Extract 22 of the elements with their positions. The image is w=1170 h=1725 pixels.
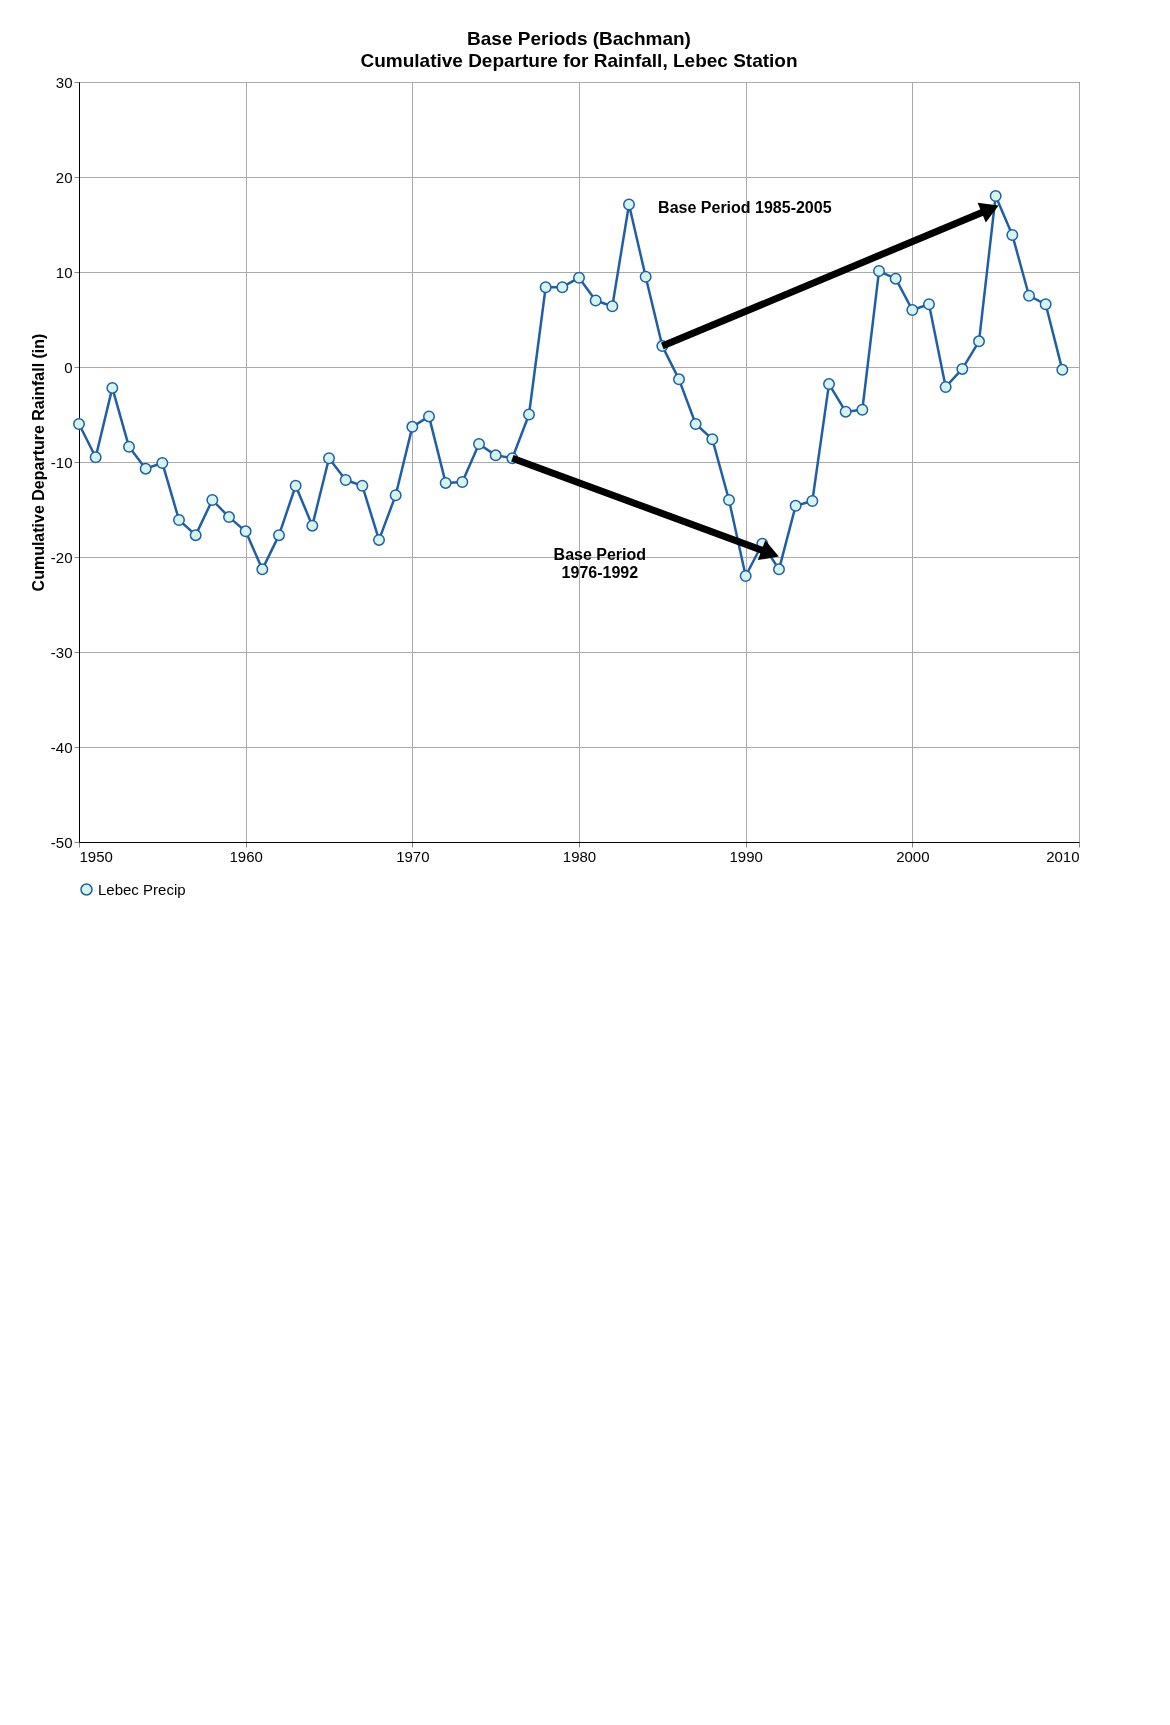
- y-tick-label: 20: [55, 168, 73, 186]
- y-tick-label: 0: [64, 358, 73, 376]
- y-tick-label: -20: [50, 548, 73, 566]
- y-tick-label: 10: [55, 263, 73, 281]
- x-tick-label: 2010: [1046, 847, 1080, 865]
- y-tick-label: -40: [50, 738, 73, 756]
- x-tick-label: 1990: [729, 847, 763, 865]
- y-tick-label: -50: [50, 833, 73, 851]
- y-axis-title: Cumulative Departure Rainfall (in): [29, 333, 47, 592]
- y-tick-label: -10: [50, 453, 73, 471]
- annotation: Base Period 1985-2005: [658, 199, 832, 217]
- y-tick-label: -30: [50, 643, 73, 661]
- legend-label: Lebec Precip: [98, 880, 186, 898]
- annotation: Base Period 1976-1992: [553, 546, 647, 582]
- chart-title: Base Periods (Bachman): [467, 28, 691, 49]
- x-tick-label: 1960: [229, 847, 263, 865]
- y-tick-label: 30: [55, 73, 73, 91]
- x-tick-label: 1950: [79, 847, 113, 865]
- x-tick-label: 2000: [896, 847, 930, 865]
- chart-subtitle: Cumulative Departure for Rainfall, Lebec Station: [360, 50, 798, 71]
- x-tick-label: 1970: [396, 847, 430, 865]
- x-tick-label: 1980: [562, 847, 597, 865]
